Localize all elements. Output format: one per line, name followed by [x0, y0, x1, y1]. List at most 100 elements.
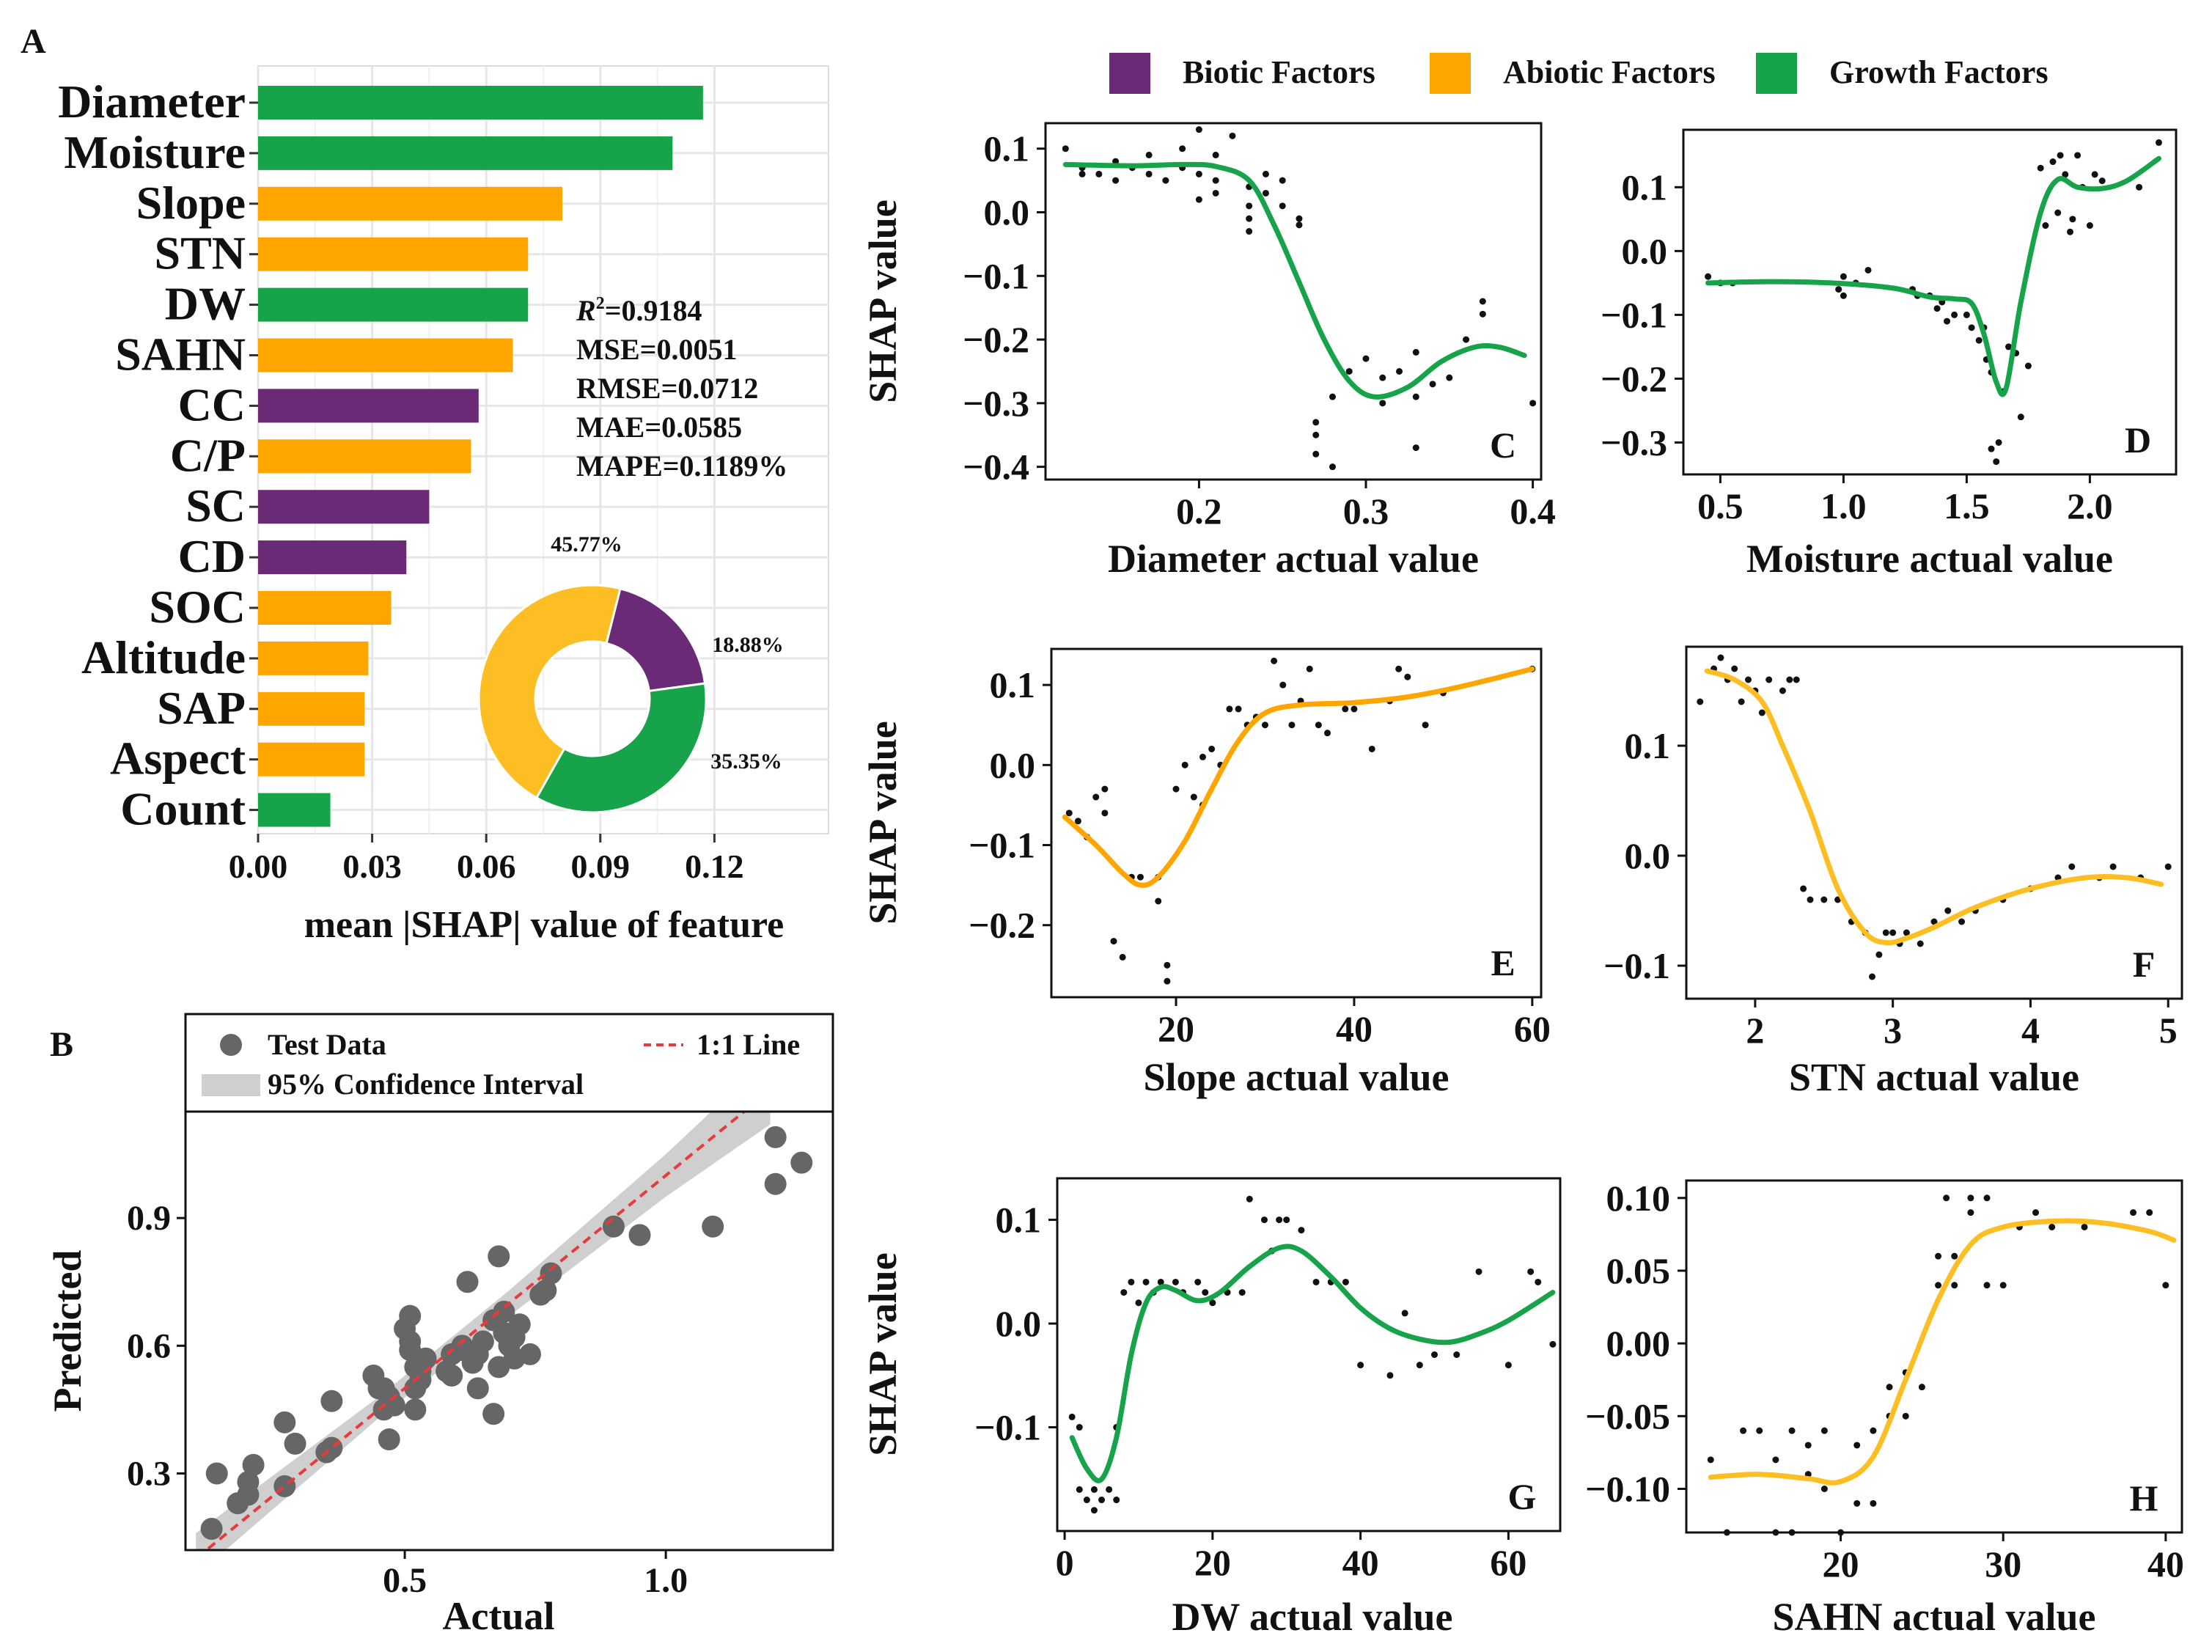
shap-point — [1840, 292, 1847, 299]
shap-point — [1199, 753, 1206, 760]
shap-point — [1993, 458, 2000, 466]
bar-SC — [258, 490, 430, 524]
x-tick-label: 0.5 — [383, 1561, 427, 1600]
shap-point — [1788, 1427, 1796, 1434]
shap-point — [2162, 1282, 2169, 1289]
shap-point — [2098, 177, 2106, 185]
y-axis-label: Predicted — [45, 1250, 89, 1412]
axes-frame — [1685, 1179, 2183, 1534]
shap-point — [1479, 298, 1486, 305]
category-label: SAHN — [115, 328, 246, 381]
shap-point — [1279, 681, 1287, 689]
smooth-curve — [1705, 155, 2161, 397]
bar-Altitude — [258, 641, 369, 675]
shap-point — [1208, 745, 1216, 752]
y-tick-label: 0.1 — [984, 128, 1030, 169]
category-label: SC — [185, 480, 246, 532]
panel-letter-c: C — [1490, 425, 1516, 466]
category-label: SOC — [149, 581, 246, 633]
panel-letter-h: H — [2130, 1477, 2158, 1519]
panel-e: 20 40 60 0.1 0.0 −0.1 −0.2 E Slope actual value S… — [861, 647, 1551, 1099]
shap-point — [1886, 1384, 1893, 1391]
shap-point — [1475, 1268, 1482, 1275]
shap-point — [1988, 445, 1995, 452]
test-point — [200, 1517, 223, 1540]
shap-point — [1119, 953, 1126, 961]
x-tick-label: 1.5 — [1944, 485, 1990, 526]
shap-point — [1181, 761, 1188, 768]
shap-point — [1697, 698, 1704, 705]
shap-point — [1549, 1340, 1557, 1348]
shap-point — [1951, 311, 1958, 318]
shap-point — [1283, 1216, 1290, 1224]
shap-point — [1095, 170, 1103, 177]
shap-point — [1065, 810, 1073, 817]
shap-point — [1238, 1289, 1246, 1296]
shap-point — [1935, 1282, 1942, 1289]
shap-point — [1882, 929, 1889, 936]
y-tick-label: 0.1 — [996, 1200, 1042, 1241]
shap-point — [1731, 665, 1738, 672]
shap-point — [1756, 1427, 1763, 1434]
test-point — [790, 1151, 813, 1174]
bar-Aspect — [258, 742, 365, 777]
bar-Count — [258, 793, 331, 827]
x-tick-label: 30 — [1985, 1543, 2021, 1585]
shap-point — [1853, 1499, 1861, 1507]
donut-slice-biotic — [605, 587, 707, 693]
shap-point — [2130, 1209, 2137, 1216]
category-label: Aspect — [110, 733, 246, 785]
test-point — [383, 1394, 405, 1417]
shap-point — [1164, 977, 1171, 985]
category-label: Slope — [136, 177, 246, 229]
shap-point — [1262, 170, 1269, 177]
shap-point — [1226, 705, 1233, 713]
donut-label-biotic: 18.88% — [712, 633, 784, 657]
shap-point — [1944, 907, 1952, 914]
panel-letter-a: A — [21, 22, 46, 61]
bar-Diameter — [258, 86, 703, 120]
y-tick-label: −0.1 — [963, 255, 1029, 296]
bar-CC — [258, 389, 479, 423]
shap-point — [2049, 158, 2057, 166]
shap-point — [1162, 177, 1169, 184]
panel-b: B Test Data 1:1 Line 95% Confidence Interva… — [45, 1013, 834, 1638]
donut-label-growth: 35.35% — [710, 749, 782, 774]
shap-point — [1446, 374, 1453, 381]
x-tick-label: 60 — [1514, 1008, 1551, 1049]
shap-point — [1820, 1427, 1828, 1434]
shap-point — [1112, 158, 1120, 165]
shap-point — [1404, 673, 1411, 680]
shap-point — [1386, 1372, 1394, 1379]
shap-point — [2067, 228, 2074, 235]
shap-point — [1765, 676, 1773, 683]
shap-point — [1999, 1282, 2007, 1289]
category-label: Diameter — [58, 76, 246, 128]
shap-point — [1312, 419, 1320, 426]
shap-point — [1944, 317, 1951, 325]
metric-mse: MSE=0.0051 — [576, 333, 737, 366]
plot-area-b — [196, 1112, 813, 1550]
x-tick-label: 0.03 — [342, 848, 402, 885]
x-tick-label: 0.4 — [1510, 491, 1556, 532]
r2-symbol: R — [576, 294, 596, 327]
shap-point — [1983, 1282, 1991, 1289]
shap-point — [1083, 1497, 1090, 1504]
shap-point — [1315, 722, 1322, 729]
shap-point — [1246, 202, 1253, 210]
x-tick-label: 0.06 — [457, 848, 516, 885]
smooth-curve — [1062, 161, 1527, 400]
shap-point — [1717, 654, 1724, 661]
shap-point — [1535, 1278, 1542, 1285]
shap-point — [1229, 132, 1236, 139]
shap-point — [1875, 951, 1883, 958]
shap-point — [1963, 311, 1970, 318]
shap-point — [1260, 1216, 1268, 1224]
category-label: DW — [165, 278, 246, 330]
x-axis-label: Slope actual value — [1143, 1055, 1449, 1099]
shap-point — [1195, 126, 1202, 133]
shap-point — [1429, 381, 1436, 388]
y-tick-label: −0.1 — [969, 825, 1035, 866]
shap-point — [2146, 1209, 2153, 1216]
panel-letter-g: G — [1508, 1476, 1537, 1517]
